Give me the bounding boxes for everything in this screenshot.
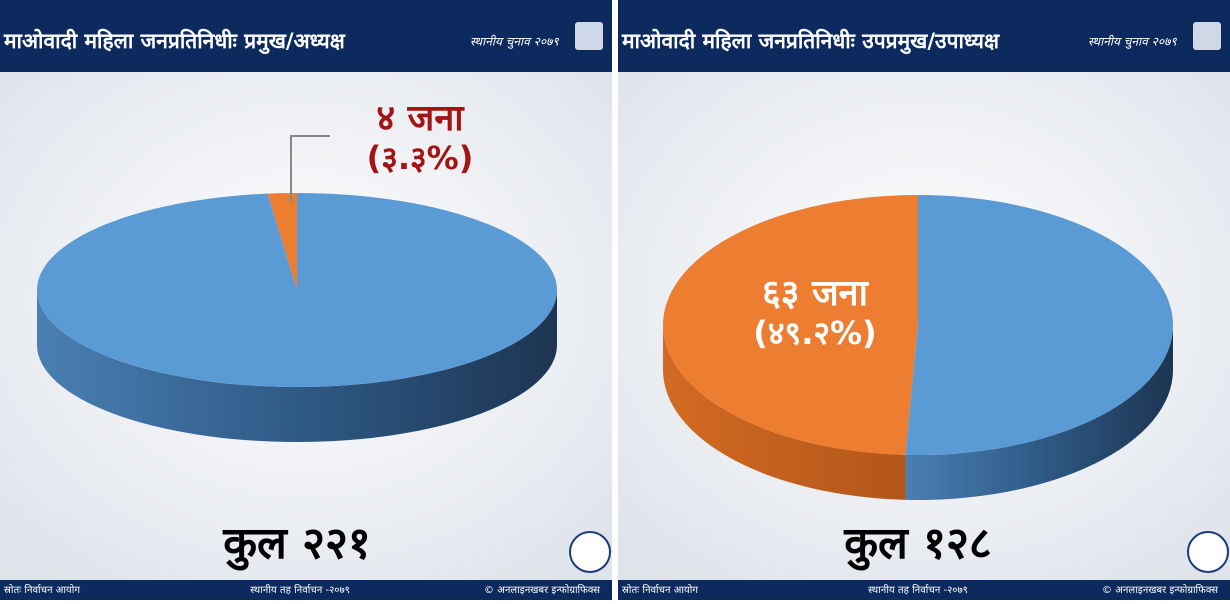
footer-credit: © अनलाइनखबर इन्फोग्राफिक्स [1102,584,1218,596]
footer-bar [618,580,1230,600]
pie-side [37,290,557,442]
percent-label: (४९.२%) [753,314,876,352]
panel-title: माओवादी महिला जनप्रतिनिधीः प्रमुख/अध्यक्… [3,28,346,55]
footer-center: स्थानीय तह निर्वाचन -२०७९ [250,584,350,596]
footer-source: स्रोतः निर्वाचन आयोग [4,584,80,596]
percent-label: (३.३%) [367,139,474,177]
footer-source: स्रोतः निर्वाचन आयोग [622,584,698,596]
pie-slice [905,195,1173,455]
footer-credit: © अनलाइनखबर इन्फोग्राफिक्स [484,584,600,596]
value-label: ४ जना [376,98,465,139]
ballot-icon [1193,22,1221,50]
header-bar [0,0,612,72]
brand-logo [1187,531,1229,573]
logo-text: स्थानीय चुनाव २०७९ [470,35,559,50]
footer-bar [0,580,612,600]
total-label: कुल २२१ [222,518,371,571]
footer-center: स्थानीय तह निर्वाचन -२०७९ [868,584,968,596]
pie-side [663,325,906,500]
value-label: ६३ जना [762,273,870,314]
pie-slice [267,193,297,290]
logo-text: स्थानीय चुनाव २०७९ [1088,35,1177,50]
pie-side [905,325,1173,500]
header-bar [618,0,1230,72]
pie-slice [662,194,918,455]
ballot-icon [575,22,603,50]
leader-line [290,135,330,202]
brand-logo [569,531,611,573]
panel: माओवादी महिला जनप्रतिनिधीः उपप्रमुख/उपाध… [618,0,1230,600]
panel-title: माओवादी महिला जनप्रतिनिधीः उपप्रमुख/उपाध… [621,28,1000,55]
panel: माओवादी महिला जनप्रतिनिधीः प्रमुख/अध्यक्… [0,0,612,600]
pie-slice [37,193,558,388]
total-label: कुल १२८ [843,518,992,571]
